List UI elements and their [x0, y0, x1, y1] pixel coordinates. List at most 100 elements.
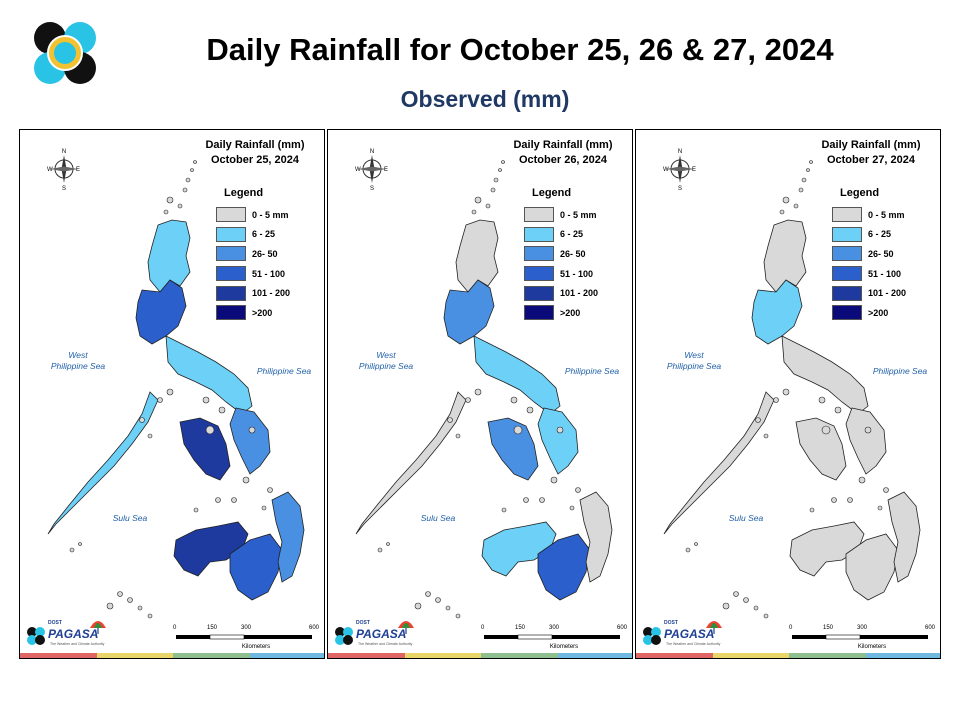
legend: Legend 0 - 5 mm 6 - 25 26- 50 51 - 100 101 - … [524, 187, 624, 323]
region-palawan [47, 391, 159, 535]
map-panel-oct-26: Daily Rainfall (mm) October 26, 2024 Legen… [327, 129, 633, 659]
small-island [69, 547, 75, 553]
legend-item: 26- 50 [832, 244, 932, 264]
legend-label: 101 - 200 [868, 288, 907, 299]
legend-swatch [832, 305, 862, 321]
small-island [163, 209, 169, 215]
scale-tick-label: 0 [173, 625, 177, 631]
small-island [157, 397, 163, 403]
legend-swatch [216, 207, 246, 223]
small-island [773, 397, 779, 403]
small-island [166, 388, 174, 396]
small-island [763, 613, 769, 619]
scale-tick-label: 0 [481, 625, 485, 631]
small-island [267, 487, 273, 493]
small-island [510, 396, 518, 404]
dost-label: DOST [48, 620, 62, 626]
panel-title-date: October 27, 2024 [826, 154, 916, 166]
pagasa-logo: PAGASA DOST The Weather and Climate Author… [642, 618, 728, 654]
small-island [106, 602, 114, 610]
small-island [455, 433, 461, 439]
panel-title: Daily Rainfall (mm) October 27, 2024 [806, 138, 936, 168]
page-title: Daily Rainfall for October 25, 26 & 27, … [206, 32, 834, 67]
legend-swatch [216, 266, 246, 282]
compass-e: E [692, 167, 696, 173]
scale-tick-label: 150 [823, 625, 834, 631]
small-island [182, 187, 188, 193]
scale-unit-label: Kilometers [549, 644, 579, 650]
footer-color-bar [636, 653, 940, 658]
scale-tick-label: 600 [925, 625, 936, 631]
small-island [801, 177, 807, 183]
map-panel-oct-25: Daily Rainfall (mm) October 25, 2024 Legen… [19, 129, 325, 659]
pagasa-logo: PAGASA DOST The Weather and Climate Author… [26, 618, 112, 654]
region-mindanao-central [229, 533, 283, 601]
dost-label: DOST [664, 620, 678, 626]
small-island [147, 613, 153, 619]
small-island [526, 406, 534, 414]
region-palawan [663, 391, 775, 535]
region-south-luzon [781, 335, 869, 415]
panel-title-line1: Daily Rainfall (mm) [821, 139, 921, 151]
small-island [809, 160, 813, 164]
compass-s: S [678, 186, 682, 191]
panel-title-line1: Daily Rainfall (mm) [513, 139, 613, 151]
small-island [763, 433, 769, 439]
legend-label: 6 - 25 [868, 229, 892, 240]
compass-n: N [62, 149, 66, 155]
legend-swatch [524, 285, 554, 301]
small-island [782, 388, 790, 396]
region-mindanao-central [537, 533, 591, 601]
legend-label: >200 [868, 307, 889, 318]
scale-tick-label: 600 [309, 625, 320, 631]
scale-bar: 0 150 300 600 Kilometers [786, 625, 936, 655]
small-island [386, 542, 390, 546]
small-island [139, 417, 145, 423]
region-visayas-east [537, 407, 579, 475]
small-island [455, 613, 461, 619]
legend-item: >200 [524, 303, 624, 323]
small-island [218, 406, 226, 414]
dost-mini-logo-icon [643, 627, 661, 645]
small-island [117, 591, 123, 597]
sulu-sea-label: Sulu Sea [112, 513, 148, 523]
small-island [793, 203, 799, 209]
legend-item: >200 [832, 303, 932, 323]
footer-color-segment [328, 653, 405, 658]
legend-title: Legend [840, 187, 880, 199]
small-island [490, 187, 496, 193]
legend-swatch [524, 226, 554, 242]
small-island [215, 497, 221, 503]
panel-title-date: October 26, 2024 [518, 154, 608, 166]
footer-color-segment [404, 653, 481, 658]
small-island [190, 168, 194, 172]
region-central-luzon [751, 279, 803, 345]
map-panel-oct-27: Daily Rainfall (mm) October 27, 2024 Legen… [635, 129, 941, 659]
sulu-sea-label: Sulu Sea [420, 513, 456, 523]
legend-item: 6 - 25 [832, 225, 932, 245]
compass-rose-icon: N S W E [662, 147, 698, 192]
legend-label: >200 [252, 307, 273, 318]
legend: Legend 0 - 5 mm 6 - 25 26- 50 51 - 100 101 - … [832, 187, 932, 323]
legend-item: 51 - 100 [216, 264, 316, 284]
compass-s: S [370, 186, 374, 191]
footer-color-segment [173, 653, 250, 658]
philippine-sea-label: Philippine Sea [564, 366, 620, 376]
small-island [569, 505, 575, 511]
legend-swatch [524, 266, 554, 282]
compass-n: N [678, 149, 682, 155]
pagasa-tagline: The Weather and Climate Authority [50, 642, 105, 646]
small-island [185, 177, 191, 183]
legend-swatch [832, 285, 862, 301]
footer-color-segment [712, 653, 789, 658]
footer-color-segment [20, 653, 97, 658]
scale-tick-label: 300 [241, 625, 252, 631]
panel-title-line1: Daily Rainfall (mm) [205, 139, 305, 151]
small-island [883, 487, 889, 493]
small-island [435, 597, 441, 603]
legend-label: 51 - 100 [252, 268, 286, 279]
legend-item: 26- 50 [216, 244, 316, 264]
small-island [818, 396, 826, 404]
legend-swatch [524, 207, 554, 223]
legend-label: 0 - 5 mm [252, 209, 289, 220]
